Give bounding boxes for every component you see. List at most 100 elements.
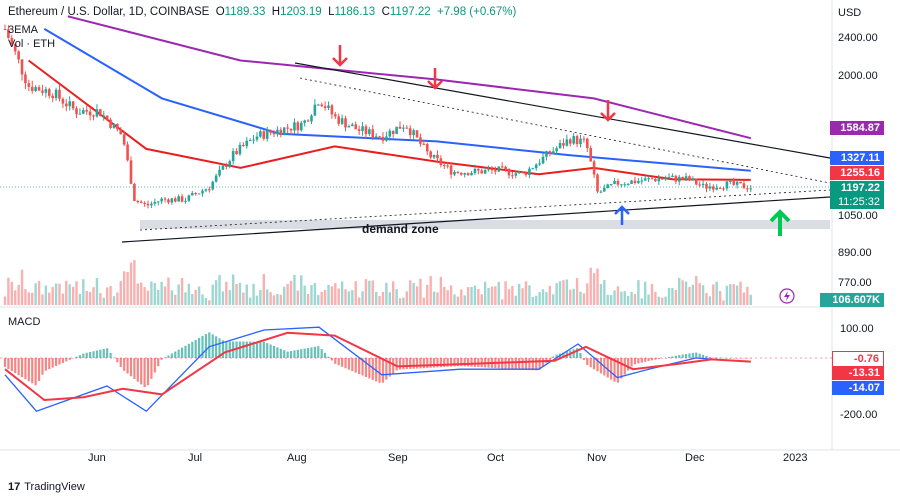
volume-bar[interactable]: [487, 287, 490, 305]
volume-bar[interactable]: [718, 290, 722, 305]
volume-bar[interactable]: [136, 283, 140, 305]
volume-bar[interactable]: [208, 300, 211, 305]
volume-bar[interactable]: [378, 296, 381, 305]
candle-body[interactable]: [201, 190, 204, 194]
macd-histogram-bar[interactable]: [647, 358, 650, 362]
lower-trendline[interactable]: [121, 196, 831, 243]
candle-body[interactable]: [64, 103, 68, 107]
candle-body[interactable]: [24, 74, 27, 84]
candle-body[interactable]: [626, 183, 630, 185]
candle-body[interactable]: [68, 101, 71, 107]
macd-histogram-bar[interactable]: [449, 358, 453, 367]
candle-body[interactable]: [412, 130, 415, 136]
volume-bar[interactable]: [221, 291, 225, 305]
macd-histogram-bar[interactable]: [150, 358, 153, 379]
candle-body[interactable]: [13, 44, 17, 52]
macd-histogram-bar[interactable]: [143, 358, 146, 388]
volume-bar[interactable]: [330, 286, 334, 305]
candle-body[interactable]: [58, 89, 61, 99]
candle-body[interactable]: [269, 130, 272, 133]
volume-bar[interactable]: [323, 289, 327, 305]
macd-histogram-bar[interactable]: [620, 358, 623, 379]
candle-body[interactable]: [463, 173, 467, 175]
macd-histogram-bar[interactable]: [218, 338, 221, 358]
volume-bar[interactable]: [497, 281, 500, 305]
macd-histogram-bar[interactable]: [41, 358, 44, 375]
macd-histogram-bar[interactable]: [742, 358, 746, 359]
volume-bar[interactable]: [105, 287, 109, 305]
candle-body[interactable]: [218, 169, 221, 176]
macd-histogram-bar[interactable]: [133, 358, 136, 379]
lightning-icon[interactable]: [779, 288, 795, 304]
volume-bar[interactable]: [157, 289, 160, 305]
candle-body[interactable]: [688, 176, 691, 181]
macd-histogram-bar[interactable]: [596, 358, 599, 372]
macd-histogram-bar[interactable]: [732, 358, 735, 359]
macd-histogram-bar[interactable]: [606, 358, 609, 378]
volume-bar[interactable]: [10, 281, 14, 305]
macd-histogram-bar[interactable]: [599, 358, 603, 374]
time-tick[interactable]: Jul: [188, 452, 203, 464]
candle-body[interactable]: [208, 189, 211, 191]
volume-bar[interactable]: [313, 283, 317, 305]
macd-histogram-bar[interactable]: [92, 351, 95, 358]
macd-histogram-bar[interactable]: [535, 358, 538, 371]
candle-body[interactable]: [10, 38, 14, 45]
macd-histogram-bar[interactable]: [140, 358, 143, 385]
macd-histogram-bar[interactable]: [116, 358, 119, 363]
macd-indicator-label[interactable]: MACD: [8, 316, 41, 328]
candle-body[interactable]: [105, 115, 109, 120]
volume-bar[interactable]: [412, 282, 415, 305]
volume-bar[interactable]: [20, 269, 24, 305]
volume-bar[interactable]: [388, 292, 391, 305]
candle-body[interactable]: [592, 161, 596, 175]
macd-histogram-bar[interactable]: [191, 341, 194, 358]
volume-bar[interactable]: [95, 278, 99, 305]
macd-histogram-bar[interactable]: [72, 358, 75, 359]
candle-body[interactable]: [480, 170, 484, 174]
candle-body[interactable]: [657, 178, 661, 182]
volume-bar[interactable]: [140, 282, 143, 305]
volume-bar[interactable]: [739, 281, 742, 305]
macd-histogram-bar[interactable]: [157, 358, 160, 367]
volume-bar[interactable]: [681, 280, 684, 305]
volume-bar[interactable]: [133, 260, 136, 305]
volume-bar[interactable]: [538, 292, 541, 305]
volume-bar[interactable]: [691, 284, 695, 305]
volume-bar[interactable]: [85, 290, 88, 305]
volume-bar[interactable]: [357, 297, 361, 305]
dotted-trendline-lower[interactable]: [139, 189, 831, 231]
volume-bar[interactable]: [255, 295, 259, 305]
volume-bar[interactable]: [579, 291, 582, 305]
volume-bar[interactable]: [143, 287, 146, 305]
volume-bar[interactable]: [678, 277, 681, 305]
candle-body[interactable]: [272, 132, 276, 135]
candle-body[interactable]: [402, 127, 405, 129]
volume-bar[interactable]: [180, 277, 184, 305]
volume-bar[interactable]: [722, 300, 725, 305]
candle-body[interactable]: [228, 161, 232, 167]
candle-body[interactable]: [521, 171, 524, 173]
macd-histogram-bar[interactable]: [27, 358, 30, 382]
candle-body[interactable]: [722, 188, 725, 190]
candle-body[interactable]: [82, 110, 85, 114]
candle-body[interactable]: [633, 180, 637, 183]
volume-bar[interactable]: [163, 286, 167, 305]
volume-bar[interactable]: [51, 287, 54, 305]
volume-bar[interactable]: [228, 290, 231, 305]
macd-tick[interactable]: 100.00: [840, 323, 874, 335]
volume-bar[interactable]: [735, 285, 739, 305]
macd-histogram-bar[interactable]: [68, 358, 71, 360]
macd-histogram-bar[interactable]: [327, 356, 330, 358]
candle-body[interactable]: [211, 181, 215, 190]
volume-bar[interactable]: [385, 282, 388, 305]
candle-body[interactable]: [119, 129, 123, 135]
macd-histogram-bar[interactable]: [341, 358, 344, 367]
macd-histogram-bar[interactable]: [654, 358, 657, 360]
candle-body[interactable]: [41, 90, 44, 93]
volume-bar[interactable]: [565, 279, 569, 305]
tradingview-branding[interactable]: 17 TradingView: [8, 481, 85, 493]
candle-body[interactable]: [647, 178, 650, 180]
macd-histogram-bar[interactable]: [402, 358, 405, 370]
